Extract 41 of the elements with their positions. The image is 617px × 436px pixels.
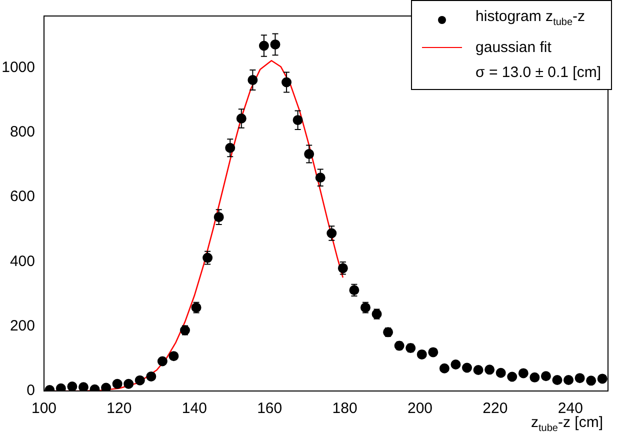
point (124, 378, 134, 389)
x-tick-label: 120 (106, 400, 132, 418)
point (78, 382, 88, 391)
point (146, 371, 156, 382)
point (552, 375, 562, 386)
x-tick-label: 100 (31, 400, 57, 418)
x-tick-label: 160 (257, 400, 282, 418)
point (56, 383, 66, 391)
annotation: σ = 13.0 ± 0.1 [cm] (476, 63, 601, 83)
point (530, 372, 540, 382)
y-tick-label: 1000 (2, 58, 35, 76)
point (168, 351, 179, 362)
y-tick-label: 800 (10, 124, 35, 141)
point (439, 363, 450, 374)
point (450, 359, 461, 370)
x-tick-label: 200 (407, 400, 433, 418)
y-tick-label: 400 (10, 252, 35, 270)
legend-label: gaussian fit (476, 38, 552, 58)
point (101, 382, 112, 391)
legend-label: histogram z$_{tube}$-z (476, 7, 586, 30)
y-tick-label: 600 (10, 188, 35, 206)
point (112, 378, 122, 389)
x-tick-label: 220 (482, 400, 508, 418)
point (67, 381, 78, 391)
x-tick-label: 140 (182, 400, 207, 418)
point (540, 371, 551, 382)
y-tick-label: 0 (26, 382, 35, 400)
point (564, 375, 574, 386)
point (574, 373, 585, 384)
point (597, 374, 608, 384)
point (496, 368, 506, 378)
point (157, 356, 168, 366)
point (473, 364, 484, 375)
x-tick-label: 180 (332, 400, 358, 418)
y-tick-label: 200 (10, 317, 35, 334)
point (507, 372, 518, 382)
point (462, 362, 472, 373)
point (484, 364, 495, 375)
point (134, 375, 145, 386)
point (586, 376, 596, 386)
point (518, 368, 528, 378)
